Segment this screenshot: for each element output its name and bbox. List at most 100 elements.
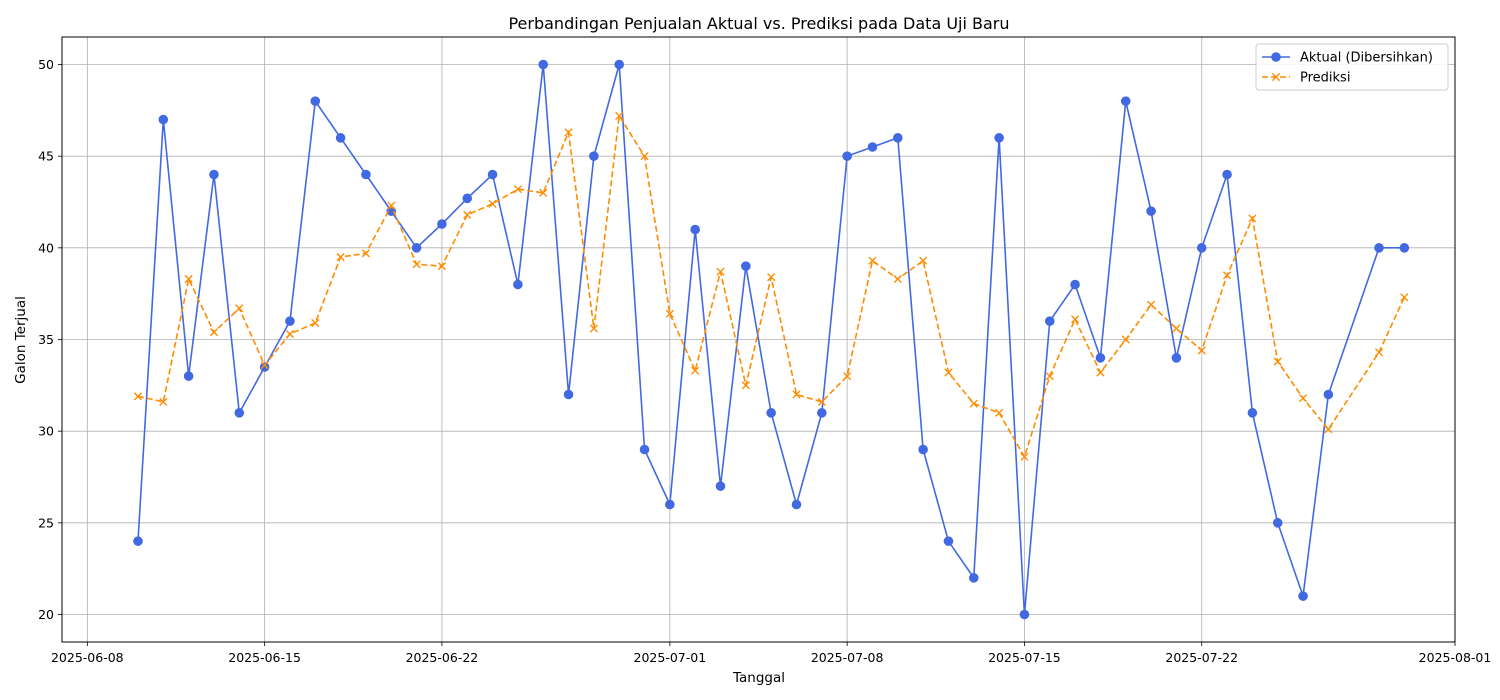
- data-point: [1020, 452, 1029, 461]
- data-point: [335, 133, 346, 143]
- data-point: [944, 368, 953, 377]
- data-point: [1172, 324, 1181, 333]
- data-point: [614, 59, 625, 70]
- data-point: [589, 151, 599, 161]
- series-line: [137, 113, 1406, 459]
- data-point: [1197, 346, 1206, 355]
- data-point: [1044, 316, 1055, 326]
- data-point: [741, 381, 750, 390]
- series-actual: [133, 59, 1410, 620]
- data-point: [209, 328, 219, 337]
- y-tick-label: 20: [38, 607, 54, 622]
- x-tick-label: 2025-06-15: [228, 650, 301, 665]
- data-point: [159, 397, 168, 406]
- x-tick-label: 2025-08-01: [1419, 650, 1492, 665]
- grid-lines: [62, 37, 1456, 642]
- data-point: [133, 536, 143, 546]
- data-point: [690, 224, 700, 235]
- y-tick-label: 45: [38, 149, 54, 164]
- x-axis-ticks: 2025-06-08 2025-06-15 2025-06-22 2025-07-01…: [51, 642, 1491, 665]
- data-point: [867, 142, 878, 152]
- legend-item: Aktual (Dibersihkan): [1262, 51, 1433, 66]
- data-point: [513, 279, 523, 290]
- data-point: [133, 392, 143, 401]
- data-point: [158, 114, 169, 125]
- data-point: [691, 366, 700, 375]
- data-point: [817, 397, 826, 406]
- data-point: [1298, 394, 1308, 403]
- data-point: [1374, 243, 1384, 253]
- data-point: [1248, 214, 1257, 223]
- legend-label: Prediksi: [1300, 71, 1350, 86]
- data-point: [766, 408, 776, 418]
- data-point: [589, 324, 598, 333]
- data-point: [615, 111, 624, 120]
- data-point: [715, 481, 726, 491]
- data-point: [564, 128, 573, 137]
- x-tick-label: 2025-07-22: [1165, 650, 1238, 665]
- data-point: [538, 59, 549, 70]
- series-line: [137, 64, 1405, 615]
- data-point: [665, 499, 675, 510]
- data-point: [183, 371, 194, 381]
- data-point: [437, 219, 447, 229]
- data-point: [842, 151, 852, 161]
- data-point: [1324, 425, 1333, 434]
- legend-box: [1255, 43, 1449, 91]
- data-point: [767, 273, 776, 282]
- data-point: [1070, 315, 1080, 324]
- data-point: [285, 329, 295, 339]
- data-point: [387, 201, 396, 210]
- data-point: [336, 252, 345, 262]
- data-point: [437, 262, 447, 271]
- series-prediction: [133, 111, 1409, 461]
- data-point: [1272, 518, 1283, 528]
- data-point: [513, 185, 522, 194]
- data-point: [1171, 353, 1182, 363]
- data-point: [1399, 243, 1410, 253]
- data-point: [943, 536, 954, 546]
- data-point: [1323, 389, 1334, 400]
- legend: Aktual (Dibersihkan) Prediksi: [1255, 43, 1449, 91]
- data-point: [1247, 408, 1258, 418]
- data-point: [539, 188, 548, 197]
- legend-marker: [1271, 72, 1281, 82]
- data-point: [234, 408, 245, 418]
- data-point: [563, 389, 574, 400]
- data-point: [462, 193, 473, 204]
- data-point: [968, 573, 979, 583]
- data-point: [1121, 335, 1130, 344]
- chart-title: Perbandingan Penjualan Aktual vs. Predik…: [508, 14, 1009, 33]
- data-point: [919, 256, 928, 265]
- data-point: [1298, 591, 1308, 601]
- data-point: [463, 210, 472, 219]
- y-tick-label: 35: [38, 332, 54, 347]
- data-point: [893, 133, 903, 143]
- data-point: [1095, 353, 1106, 363]
- data-point: [1400, 293, 1409, 302]
- x-tick-label: 2025-06-08: [51, 650, 124, 665]
- data-point: [1146, 300, 1156, 309]
- data-point: [843, 372, 852, 381]
- y-tick-label: 30: [38, 424, 54, 439]
- y-tick-label: 50: [38, 57, 54, 72]
- data-point: [969, 399, 978, 408]
- y-axis-label: Galon Terjual: [13, 296, 29, 384]
- data-point: [1222, 169, 1232, 180]
- data-point: [1120, 96, 1131, 106]
- data-point: [1196, 243, 1207, 253]
- data-point: [994, 133, 1004, 143]
- data-point: [918, 444, 928, 455]
- data-point: [791, 499, 802, 510]
- data-point: [1146, 206, 1156, 216]
- data-point: [640, 152, 649, 161]
- data-point: [639, 444, 650, 455]
- data-point: [209, 169, 219, 180]
- data-point: [184, 274, 193, 284]
- legend-item: Prediksi: [1262, 71, 1350, 86]
- data-point: [1019, 609, 1030, 620]
- y-axis-ticks: 20 25 30 35 40 45 50: [38, 57, 62, 622]
- data-point: [311, 318, 320, 328]
- data-point: [260, 361, 269, 370]
